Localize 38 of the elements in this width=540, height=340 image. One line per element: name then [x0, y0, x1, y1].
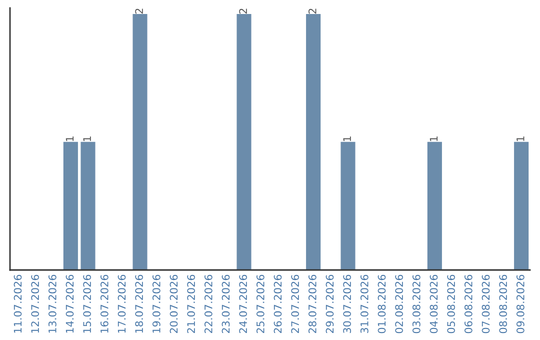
x-tick-label: 29.07.2026 — [326, 274, 334, 334]
x-tick-label: 15.07.2026 — [83, 274, 92, 333]
x-tick-label: 05.08.2026 — [447, 274, 456, 334]
x-tick-label: 19.07.2026 — [152, 274, 160, 333]
x-tick-label: 13.07.2026 — [48, 274, 56, 333]
x-tick-label: 25.07.2026 — [256, 274, 264, 334]
x-tick-label: 21.07.2026 — [187, 274, 196, 334]
x-tick-label: 31.07.2026 — [360, 274, 368, 334]
x-tick-label: 02.08.2026 — [395, 274, 404, 334]
data-label: 1 — [430, 136, 438, 142]
x-tick-label: 30.07.2026 — [343, 274, 352, 334]
data-label: 2 — [239, 8, 247, 14]
x-tick-label: 23.07.2026 — [222, 274, 230, 334]
x-tick-label: 27.07.2026 — [291, 274, 300, 334]
x-tick-label: 08.08.2026 — [499, 274, 508, 334]
x-tick-label: 24.07.2026 — [239, 274, 248, 334]
x-tick-label: 17.07.2026 — [118, 274, 126, 333]
x-tick-label: 04.08.2026 — [430, 274, 438, 334]
x-tick-label: 07.08.2026 — [482, 274, 490, 334]
x-tick-label: 14.07.2026 — [66, 274, 74, 333]
data-label: 1 — [83, 136, 91, 142]
data-label: 1 — [66, 136, 74, 142]
x-tick-label: 12.07.2026 — [31, 274, 40, 333]
x-tick-label: 16.07.2026 — [100, 274, 108, 333]
data-label: 1 — [516, 136, 524, 142]
x-tick-label: 22.07.2026 — [204, 274, 212, 334]
data-label: 2 — [135, 8, 143, 14]
x-tick-label: 20.07.2026 — [170, 274, 178, 334]
x-tick-label: 28.07.2026 — [308, 274, 316, 334]
x-tick-label: 18.07.2026 — [135, 274, 144, 333]
x-tick-label: 03.08.2026 — [412, 274, 420, 334]
data-label: 2 — [308, 8, 316, 14]
x-tick-label: 09.08.2026 — [516, 274, 524, 334]
x-tick-label: 11.07.2026 — [14, 274, 22, 333]
x-tick-label: 01.08.2026 — [378, 274, 386, 334]
data-label: 1 — [343, 136, 351, 142]
x-tick-label: 06.08.2026 — [464, 274, 472, 334]
x-tick-label: 26.07.2026 — [274, 274, 282, 334]
